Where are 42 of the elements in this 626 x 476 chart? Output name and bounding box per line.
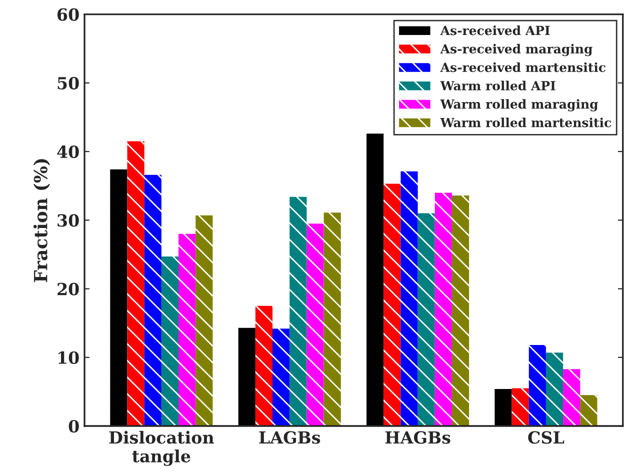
bar: [384, 184, 401, 426]
bar: [512, 388, 529, 426]
y-tick-label: 50: [58, 76, 79, 90]
bar: [546, 352, 564, 426]
x-tick-label: CSL: [528, 431, 564, 444]
x-tick-label: LAGBs: [259, 431, 320, 444]
bar: [272, 328, 290, 426]
y-tick-label: 0: [68, 420, 79, 433]
bar: [161, 256, 179, 426]
y-tick-label: 60: [58, 8, 79, 21]
legend-label: As-received maraging: [440, 44, 592, 56]
x-tick-label: HAGBs: [385, 431, 450, 444]
legend-label: Warm rolled martensitic: [440, 118, 612, 128]
bar: [366, 134, 384, 426]
bar: [290, 196, 307, 426]
bar: [528, 345, 546, 426]
bar: [306, 224, 324, 426]
y-tick-label: 30: [58, 214, 79, 227]
bar: [494, 388, 512, 426]
legend-label: As-received martensitic: [440, 62, 606, 72]
legend-label: As-received API: [440, 26, 550, 36]
legend-label: Warm rolled maraging: [440, 99, 598, 112]
bar: [255, 306, 273, 426]
y-tick-label: 20: [58, 282, 79, 296]
bar: [178, 234, 196, 426]
x-tick-label: Dislocation tangle: [109, 430, 214, 466]
bar: [127, 141, 144, 426]
bar: [400, 171, 418, 426]
y-axis-title: Fraction (%): [33, 159, 50, 282]
legend-label: Warm rolled API: [440, 80, 556, 90]
bar: [110, 169, 128, 426]
bar: [452, 195, 470, 426]
bar: [144, 174, 162, 426]
bar: [238, 328, 256, 426]
bar: [196, 215, 213, 426]
bar: [434, 192, 452, 426]
bar: [580, 395, 598, 426]
bar: [563, 369, 580, 426]
bar: [418, 213, 435, 426]
y-tick-label: 40: [57, 145, 79, 158]
bar: [324, 212, 341, 426]
y-tick-label: 10: [58, 351, 79, 364]
